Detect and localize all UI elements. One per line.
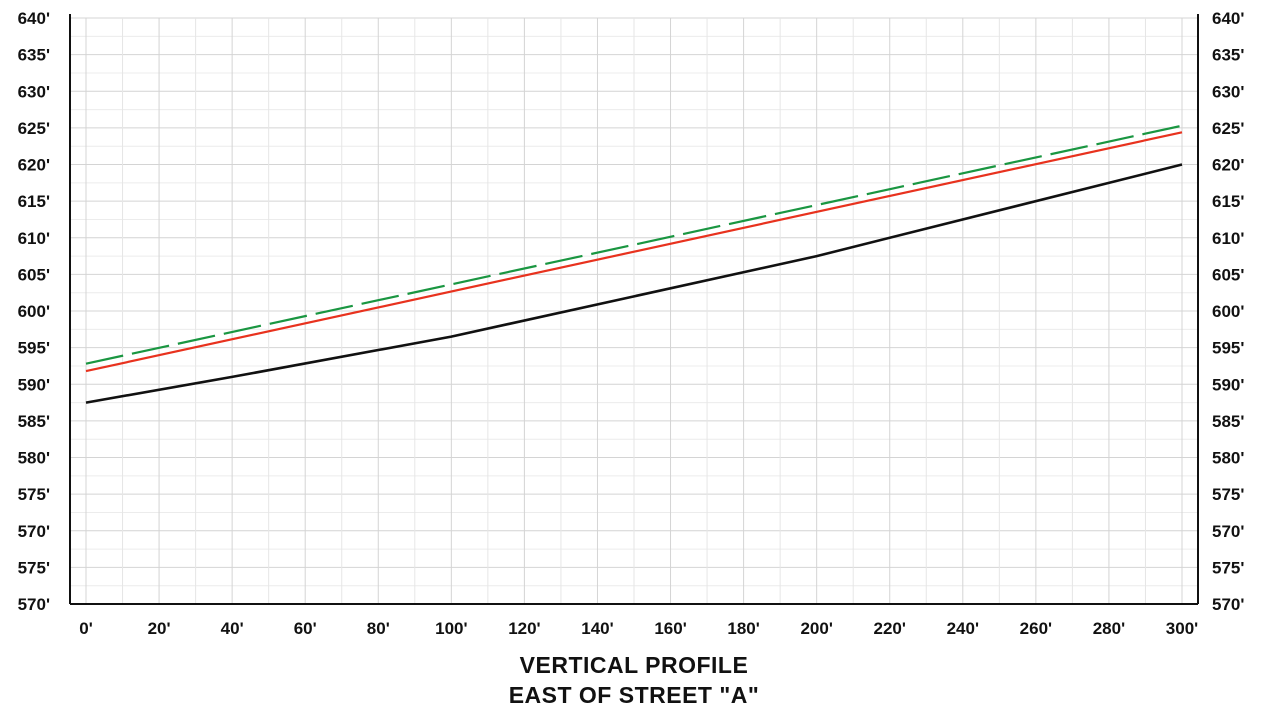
y-tick-label-right: 625': [1212, 119, 1244, 138]
x-tick-label: 80': [367, 619, 390, 638]
y-tick-label-right: 615': [1212, 192, 1244, 211]
y-tick-label-right: 590': [1212, 375, 1244, 394]
x-tick-label: 240': [947, 619, 979, 638]
y-tick-label-left: 610': [18, 229, 50, 248]
axes: [69, 14, 1199, 605]
y-tick-label-left: 600': [18, 302, 50, 321]
x-tick-label: 40': [221, 619, 244, 638]
x-tick-label: 120': [508, 619, 540, 638]
y-tick-label-right: 575': [1212, 558, 1244, 577]
y-tick-label-right: 585': [1212, 412, 1244, 431]
y-tick-label-right: 580': [1212, 449, 1244, 468]
x-tick-label: 300': [1166, 619, 1198, 638]
grid: [70, 17, 1198, 605]
y-tick-label-right: 570': [1212, 522, 1244, 541]
y-tick-label-left: 585': [18, 412, 50, 431]
y-tick-label-left: 640': [18, 9, 50, 28]
y-tick-label-right: 600': [1212, 302, 1244, 321]
y-tick-label-left: 620': [18, 156, 50, 175]
x-axis-labels: 0' 20' 40' 60' 80' 100' 120' 140' 160' 180' 200' 22…: [79, 619, 1198, 638]
y-axis-left-labels: 570' 575' 570' 575' 580' 585' 590' 595' 600' 605'…: [18, 9, 50, 614]
x-tick-label: 160': [654, 619, 686, 638]
x-tick-label: 200': [800, 619, 832, 638]
x-tick-label: 140': [581, 619, 613, 638]
x-tick-label: 220': [874, 619, 906, 638]
y-tick-label-left: 630': [18, 82, 50, 101]
y-tick-label-right: 620': [1212, 156, 1244, 175]
x-tick-label: 20': [148, 619, 171, 638]
x-tick-label: 260': [1020, 619, 1052, 638]
y-tick-label-right: 570': [1212, 595, 1244, 614]
y-axis-right-labels: 570' 575' 570' 575' 580' 585' 590' 595' 600' 605'…: [1212, 9, 1244, 614]
series: [85, 124, 1183, 404]
x-tick-label: 280': [1093, 619, 1125, 638]
y-tick-label-left: 590': [18, 375, 50, 394]
x-tick-label: 180': [727, 619, 759, 638]
y-tick-label-left: 595': [18, 339, 50, 358]
y-tick-label-left: 635': [18, 46, 50, 65]
y-tick-label-left: 615': [18, 192, 50, 211]
x-tick-label: 100': [435, 619, 467, 638]
y-tick-label-right: 575': [1212, 485, 1244, 504]
y-tick-label-left: 570': [18, 595, 50, 614]
series-line-3: [85, 163, 1183, 404]
y-tick-label-right: 630': [1212, 82, 1244, 101]
chart-title-line-1: VERTICAL PROFILE: [519, 652, 749, 678]
y-tick-label-left: 575': [18, 558, 50, 577]
y-tick-label-left: 580': [18, 449, 50, 468]
y-tick-label-right: 640': [1212, 9, 1244, 28]
y-tick-label-left: 605': [18, 265, 50, 284]
y-tick-label-left: 570': [18, 522, 50, 541]
x-tick-label: 60': [294, 619, 317, 638]
x-tick-label: 0': [79, 619, 93, 638]
y-tick-label-right: 635': [1212, 46, 1244, 65]
y-tick-label-right: 595': [1212, 339, 1244, 358]
y-tick-label-right: 605': [1212, 265, 1244, 284]
y-tick-label-left: 625': [18, 119, 50, 138]
y-tick-label-left: 575': [18, 485, 50, 504]
y-tick-label-right: 610': [1212, 229, 1244, 248]
chart-title-line-2: EAST OF STREET "A": [508, 682, 760, 708]
series-line-2: [85, 131, 1183, 373]
